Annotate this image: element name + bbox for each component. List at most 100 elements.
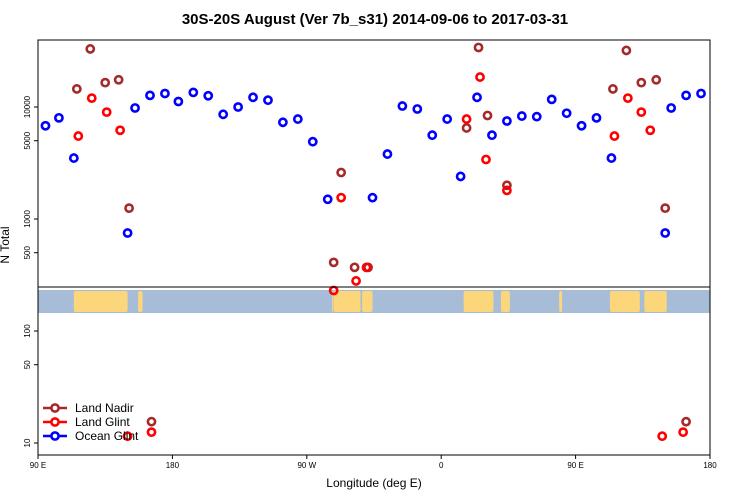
data-points: [40, 42, 706, 442]
land-nadir-point: [328, 257, 339, 268]
land-glint-point: [622, 93, 633, 104]
ocean-glint-point: [516, 111, 527, 121]
plot-frame: [37, 39, 711, 456]
land-glint-point: [351, 276, 361, 286]
y-tick-label: 100: [23, 324, 32, 338]
land-glint-point: [146, 427, 157, 438]
land-glint-point: [481, 154, 491, 165]
legend-marker-land-nadir: [50, 403, 60, 413]
ocean-glint-point: [681, 90, 692, 101]
ocean-glint-point: [666, 103, 677, 113]
ocean-glint-point: [382, 149, 393, 159]
x-tick-label: 90 E: [30, 461, 46, 470]
land-glint-point: [657, 431, 668, 442]
land-nadir-point: [146, 416, 157, 427]
land-segment: [609, 291, 640, 312]
ocean-glint-point: [561, 108, 572, 119]
ocean-glint-point: [696, 88, 706, 99]
land-glint-point: [475, 72, 485, 82]
land-nadir-point: [651, 74, 662, 85]
y-axis: 500 1000 5000 10000 10 50 100: [23, 95, 38, 447]
ocean-glint-point: [591, 112, 602, 123]
ocean-glint-point: [502, 116, 512, 126]
ocean-band: [38, 290, 710, 313]
ocean-glint-point: [531, 111, 542, 122]
ocean-glint-point: [160, 88, 170, 99]
ocean-glint-point: [233, 102, 244, 112]
ocean-glint-point: [218, 109, 229, 120]
land-nadir-point: [636, 77, 647, 88]
land-nadir-point: [85, 44, 96, 54]
x-tick-label: 90 E: [567, 461, 583, 470]
y-tick-label: 10000: [23, 95, 32, 118]
land-nadir-point: [336, 167, 347, 178]
land-nadir-point: [660, 203, 671, 214]
x-tick-label: 90 W: [297, 461, 316, 470]
land-nadir-point: [113, 74, 124, 85]
legend-marker-land-glint: [50, 417, 60, 427]
chart-title: 30S-20S August (Ver 7b_s31) 2014-09-06 t…: [182, 11, 568, 28]
land-nadir-point: [473, 42, 484, 53]
land-glint-point: [645, 125, 656, 136]
land-segment: [463, 291, 494, 312]
land-glint-point: [678, 427, 689, 438]
ocean-glint-point: [145, 90, 155, 101]
land-segment: [332, 291, 334, 312]
ocean-glint-point: [367, 192, 378, 203]
ocean-glint-point: [173, 96, 184, 107]
land-nadir-point: [71, 84, 82, 94]
land-glint-point: [461, 114, 472, 124]
land-nadir-point: [100, 77, 111, 88]
land-glint-point: [336, 192, 347, 203]
legend-label-land-nadir: Land Nadir: [75, 401, 134, 415]
ocean-glint-point: [188, 87, 199, 98]
land-segment: [559, 291, 563, 312]
ocean-glint-point: [442, 114, 453, 124]
ocean-glint-point: [660, 228, 671, 238]
land-glint-point: [73, 131, 84, 141]
legend-label-ocean-glint: Ocean Glint: [75, 429, 139, 443]
land-glint-point: [115, 125, 126, 136]
land-nadir-point: [461, 123, 472, 133]
y-tick-label: 5000: [23, 131, 32, 149]
land-glint-point: [86, 93, 97, 104]
ocean-glint-point: [68, 153, 79, 163]
land-segment: [73, 291, 128, 312]
land-glint-point: [101, 107, 112, 118]
y-tick-label: 10: [23, 438, 32, 447]
land-nadir-point: [124, 203, 134, 214]
y-tick-label: 50: [23, 360, 32, 369]
x-tick-label: 0: [439, 461, 444, 470]
y-axis-label: N Total: [0, 226, 12, 263]
y-tick-label: 500: [23, 245, 32, 259]
ocean-glint-point: [576, 120, 587, 131]
ocean-glint-point: [412, 104, 423, 114]
land-segment: [500, 291, 510, 312]
ocean-glint-point: [54, 112, 64, 123]
land-nadir-point: [681, 416, 692, 427]
land-glint-point: [502, 185, 512, 196]
ocean-glint-point: [203, 90, 214, 101]
ocean-glint-point: [322, 194, 333, 205]
ocean-glint-point: [472, 92, 482, 103]
x-tick-label: 180: [166, 461, 180, 470]
ocean-glint-point: [307, 136, 318, 147]
ocean-glint-point: [487, 130, 497, 141]
land-glint-point: [609, 131, 620, 141]
legend-marker-ocean-glint: [50, 431, 60, 441]
ocean-glint-point: [263, 95, 273, 106]
ocean-glint-point: [122, 228, 133, 238]
land-nadir-point: [482, 110, 493, 121]
land-nadir-point: [349, 262, 360, 273]
ocean-glint-point: [248, 92, 258, 103]
land-nadir-point: [502, 180, 512, 191]
y-tick-label: 1000: [23, 210, 32, 228]
land-nadir-point: [621, 45, 632, 56]
land-strip: [38, 290, 710, 313]
land-glint-point: [122, 431, 133, 442]
ocean-glint-point: [292, 114, 303, 124]
x-axis-label: Longitude (deg E): [326, 476, 421, 490]
land-segment: [362, 291, 373, 312]
